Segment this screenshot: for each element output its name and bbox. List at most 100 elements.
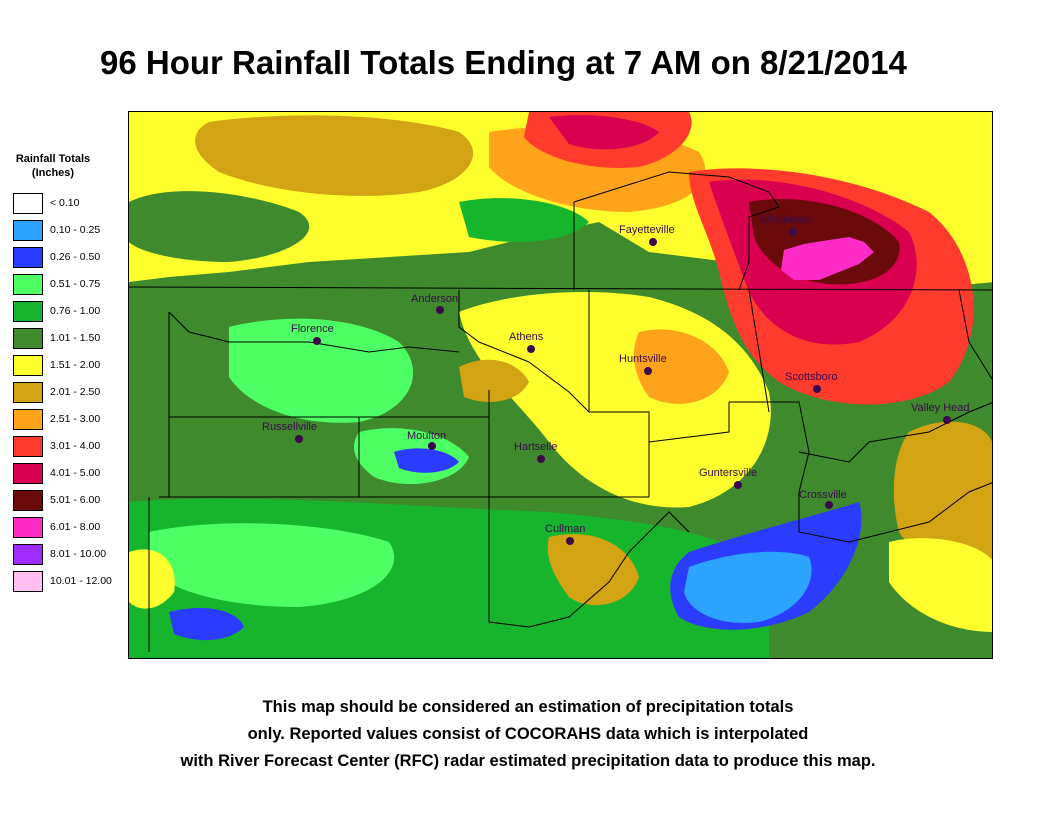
rainfall-zone-lightgreen-west <box>229 318 414 423</box>
city-marker: Anderson <box>411 293 458 314</box>
legend-swatch <box>13 490 43 511</box>
map-title: 96 Hour Rainfall Totals Ending at 7 AM o… <box>100 44 907 81</box>
city-label: Guntersville <box>699 467 757 479</box>
city-label: Huntsville <box>619 353 667 365</box>
legend-label: < 0.10 <box>50 197 80 209</box>
county-line-jackson <box>748 289 770 413</box>
county-line-limestone <box>458 290 530 363</box>
city-marker: Guntersville <box>699 467 757 489</box>
legend-item: 8.01 - 10.00 <box>8 544 126 571</box>
legend-title: Rainfall Totals (Inches) <box>0 152 112 180</box>
legend-swatch <box>13 274 43 295</box>
city-marker: Crossville <box>799 489 847 509</box>
city-label: Moulton <box>407 430 446 442</box>
rainfall-zone-gold-nw <box>195 115 474 196</box>
legend-item: 0.76 - 1.00 <box>8 301 126 328</box>
city-marker: Moulton <box>407 430 446 450</box>
city-dot <box>428 442 436 450</box>
legend-label: 2.01 - 2.50 <box>50 386 101 398</box>
city-dot <box>789 228 797 236</box>
city-label: Russellville <box>262 421 317 433</box>
legend-label: 5.01 - 6.00 <box>50 494 101 506</box>
city-label: Hartselle <box>514 441 557 453</box>
legend-item: 0.10 - 0.25 <box>8 220 126 247</box>
county-line-dekalb <box>798 402 992 463</box>
city-dot <box>295 435 303 443</box>
legend-label: 8.01 - 10.00 <box>50 548 107 560</box>
city-dot <box>566 537 574 545</box>
city-marker: Cullman <box>545 523 585 545</box>
disclaimer-line: only. Reported values consist of COCORAH… <box>247 725 809 743</box>
legend-label: 6.01 - 8.00 <box>50 521 101 533</box>
city-marker: Athens <box>509 331 544 353</box>
disclaimer-line: This map should be considered an estimat… <box>262 698 794 716</box>
legend-item: 0.51 - 0.75 <box>8 274 126 301</box>
county-line-ne-corner <box>958 289 992 380</box>
city-dot <box>436 306 444 314</box>
legend-swatch <box>13 544 43 565</box>
legend-item: 5.01 - 6.00 <box>8 490 126 517</box>
rainfall-zone-blue-sw <box>169 607 244 641</box>
rainfall-zone-orange-central <box>633 329 729 404</box>
legend-label: 1.51 - 2.00 <box>50 359 101 371</box>
county-line-morgan-east <box>589 411 650 497</box>
city-dot <box>813 385 821 393</box>
legend-item: 1.51 - 2.00 <box>8 355 126 382</box>
rainfall-zone-gold-cullman <box>547 533 639 606</box>
city-label: Fayetteville <box>619 224 675 236</box>
legend-item: 4.01 - 5.00 <box>8 463 126 490</box>
city-label: Athens <box>509 331 544 343</box>
state-line-tn-al <box>129 286 992 291</box>
legend-swatch <box>13 463 43 484</box>
legend-label: 0.10 - 0.25 <box>50 224 101 236</box>
legend-swatch <box>13 382 43 403</box>
disclaimer-note: This map should be considered an estimat… <box>40 694 1016 775</box>
legend-items: < 0.10 0.10 - 0.25 0.26 - 0.50 0.51 - 0.… <box>8 193 126 598</box>
legend-swatch <box>13 328 43 349</box>
rainfall-zone-yellow-east <box>889 538 992 632</box>
city-label: Valley Head <box>911 402 970 414</box>
county-line-cherokee <box>888 482 992 533</box>
legend-item: < 0.10 <box>8 193 126 220</box>
city-label: Florence <box>291 323 334 335</box>
rainfall-map-svg: Fayetteville Winchester Anderson Florenc… <box>129 112 992 658</box>
rainfall-zone-lightgreen-south <box>149 523 395 607</box>
city-marker: Russellville <box>262 421 317 443</box>
city-dot <box>537 455 545 463</box>
legend-swatch <box>13 301 43 322</box>
rainfall-zone-crimson-north <box>549 115 659 150</box>
city-marker: Valley Head <box>911 402 970 424</box>
legend-swatch <box>13 247 43 268</box>
legend-item: 0.26 - 0.50 <box>8 247 126 274</box>
legend-item: 1.01 - 1.50 <box>8 328 126 355</box>
rainfall-zone-green-nw <box>129 191 310 262</box>
city-label: Scottsboro <box>785 371 838 383</box>
rainfall-zone-gold-east <box>893 421 992 575</box>
city-marker: Fayetteville <box>619 224 675 246</box>
legend-label: 2.51 - 3.00 <box>50 413 101 425</box>
city-marker: Scottsboro <box>785 371 838 393</box>
disclaimer-line: with River Forecast Center (RFC) radar e… <box>180 752 876 770</box>
legend-item: 2.01 - 2.50 <box>8 382 126 409</box>
city-dot <box>943 416 951 424</box>
city-dot <box>825 501 833 509</box>
legend-item: 6.01 - 8.00 <box>8 517 126 544</box>
rainfall-map: Fayetteville Winchester Anderson Florenc… <box>128 111 993 659</box>
city-dot <box>734 481 742 489</box>
legend-title-line2: (Inches) <box>31 167 75 179</box>
river-tennessee-west <box>168 311 460 353</box>
city-dot <box>527 345 535 353</box>
legend-label: 0.76 - 1.00 <box>50 305 101 317</box>
legend-item: 3.01 - 4.00 <box>8 436 126 463</box>
city-label: Crossville <box>799 489 847 501</box>
county-boundaries <box>129 171 992 652</box>
legend-label: 10.01 - 12.00 <box>50 575 112 587</box>
legend-label: 0.51 - 0.75 <box>50 278 101 290</box>
legend-swatch <box>13 193 43 214</box>
legend-swatch <box>13 436 43 457</box>
legend-swatch <box>13 409 43 430</box>
county-line-cullman <box>488 497 690 628</box>
county-line-marshall <box>729 401 810 493</box>
legend-swatch <box>13 571 43 592</box>
legend-item: 10.01 - 12.00 <box>8 571 126 598</box>
